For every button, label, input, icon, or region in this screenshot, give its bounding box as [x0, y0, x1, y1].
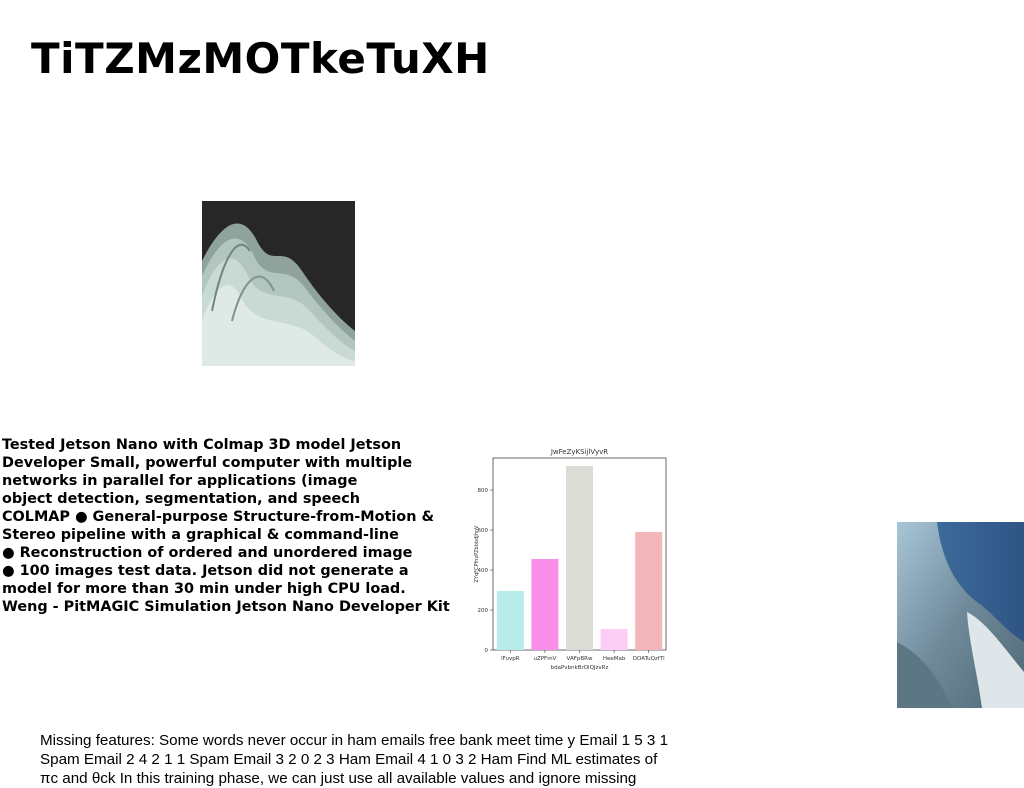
x-tick-label: VAFpBRw	[567, 656, 593, 662]
x-tick-label: uZPFmV	[533, 656, 556, 662]
x-tick-label: HeeMab	[603, 656, 626, 662]
cropped-photo	[897, 522, 1024, 708]
bar	[566, 466, 593, 650]
body-line: Tested Jetson Nano with Colmap 3D model …	[2, 437, 402, 453]
footer-line: Spam Email 2 4 2 1 1 Spam Email 3 2 0 2 …	[40, 751, 658, 768]
abstract-wave-graphic	[202, 201, 355, 366]
x-tick-label: DOATuQzfTl	[633, 656, 665, 662]
bar-chart: JwFeZyKSijlVyvR 0 200 400 600 800 lFuvpR uZPFmV…	[474, 448, 667, 671]
bar	[531, 559, 559, 650]
body-line: COLMAP ● General-purpose Structure-from-…	[2, 509, 434, 525]
body-line: model for more than 30 min under high CP…	[2, 581, 406, 597]
body-line: object detection, segmentation, and spee…	[2, 491, 361, 507]
footer-line: πc and θck In this training phase, we ca…	[40, 770, 637, 787]
body-line: networks in parallel for applications (i…	[2, 473, 358, 489]
y-tick-label: 800	[478, 488, 489, 494]
y-tick-label: 200	[478, 608, 489, 614]
photo-graphic	[897, 522, 1024, 708]
abstract-wave-image	[202, 201, 355, 366]
body-line: Stereo pipeline with a graphical & comma…	[2, 527, 399, 543]
y-tick-label: 600	[478, 528, 489, 534]
footer-text: Missing features: Some words never occur…	[40, 731, 720, 788]
chart-title: JwFeZyKSijlVyvR	[550, 448, 608, 456]
bar	[600, 629, 628, 650]
y-tick-label: 0	[485, 648, 489, 654]
body-line: Developer Small, powerful computer with …	[2, 455, 413, 471]
body-line: ● Reconstruction of ordered and unordere…	[2, 545, 413, 561]
bar	[496, 591, 524, 650]
y-axis-label: ZYqFCPfnzPZbbbdJhnV	[474, 525, 480, 583]
body-line: Weng - PitMAGIC Simulation Jetson Nano D…	[2, 599, 450, 615]
body-text: Tested Jetson Nano with Colmap 3D model …	[2, 436, 454, 616]
x-axis-label: bdaPvbnkBrOlQJzvRz	[551, 665, 609, 671]
bar	[635, 532, 663, 650]
page-title: TiTZMzMOTkeTuXH	[31, 34, 490, 83]
x-tick-label: lFuvpR	[501, 656, 520, 662]
footer-line: Missing features: Some words never occur…	[40, 732, 669, 749]
body-line: ● 100 images test data. Jetson did not g…	[2, 563, 409, 579]
y-tick-label: 400	[478, 568, 489, 574]
